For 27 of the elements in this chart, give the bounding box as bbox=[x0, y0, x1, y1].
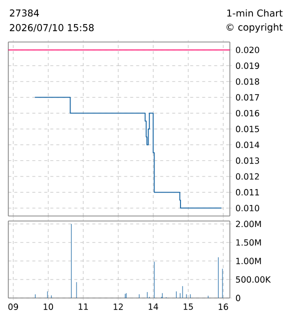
y-tick-label: 0.015 bbox=[236, 126, 259, 132]
y-tick-label: 0.012 bbox=[236, 173, 259, 180]
x-tick-label: 10 bbox=[44, 304, 54, 310]
x-tick-label: 14 bbox=[148, 304, 158, 310]
y-tick-label: 0.011 bbox=[236, 189, 259, 196]
text: © copyright bbox=[226, 23, 283, 33]
y-tick-label: 0.013 bbox=[236, 157, 260, 164]
y-tick-label: 0.010 bbox=[236, 204, 260, 212]
x-tick-label: 12 bbox=[114, 304, 123, 310]
x-tick-label: 11 bbox=[78, 304, 88, 310]
x-tick-label: 15 bbox=[184, 304, 193, 310]
chart-title: 27384 bbox=[10, 9, 39, 17]
x-tick-label: 09 bbox=[8, 304, 18, 310]
y-tick-label: 2.00M bbox=[236, 220, 261, 228]
y-tick-label: 500.00K bbox=[236, 276, 271, 283]
y-tick-label: 1.00M bbox=[236, 258, 261, 264]
chart-subtitle: 2026/07/10 15:58 bbox=[10, 24, 94, 32]
text: 1-min Chart bbox=[227, 9, 283, 17]
y-tick-label: 0.019 bbox=[236, 62, 260, 69]
y-tick-label: 0.017 bbox=[236, 94, 259, 101]
y-tick-label: 0.018 bbox=[236, 78, 260, 85]
x-tick-label: 16 bbox=[218, 304, 228, 310]
y-tick-label: 0 bbox=[236, 294, 240, 302]
y-tick-label: 0.014 bbox=[236, 142, 260, 148]
y-tick-label: 0.016 bbox=[236, 110, 260, 116]
y-tick-label: 0.020 bbox=[236, 46, 260, 54]
y-tick-label: 1.50M bbox=[236, 239, 261, 246]
